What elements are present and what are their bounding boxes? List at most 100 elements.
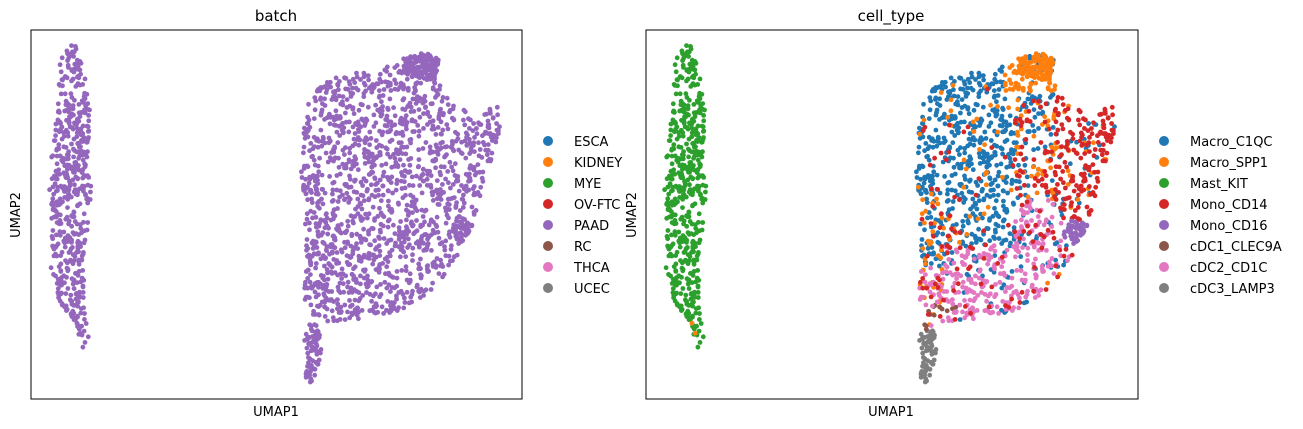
legend-label: UCEC	[574, 282, 610, 297]
scatter-point	[79, 323, 84, 329]
scatter-point	[676, 273, 682, 279]
scatter-point	[306, 180, 312, 186]
scatter-point	[691, 155, 696, 161]
scatter-point	[317, 155, 322, 161]
scatter-point	[61, 133, 67, 139]
scatter-point	[363, 88, 368, 94]
scatter-point	[998, 145, 1004, 151]
scatter-point	[405, 85, 411, 91]
scatter-point	[60, 83, 65, 89]
scatter-point	[305, 134, 311, 140]
scatter-point	[49, 176, 55, 182]
scatter-point	[346, 79, 352, 84]
scatter-point	[429, 248, 434, 253]
scatter-point	[1025, 194, 1031, 200]
scatter-point	[929, 186, 934, 192]
scatter-point	[937, 225, 943, 231]
scatter-point	[672, 229, 678, 235]
scatter-point	[1045, 198, 1051, 203]
scatter-point	[417, 265, 422, 270]
scatter-point	[430, 198, 436, 203]
scatter-point	[421, 178, 427, 184]
legend-marker	[543, 262, 553, 272]
scatter-point	[681, 162, 687, 168]
scatter-point	[971, 107, 977, 113]
scatter-point	[383, 161, 389, 167]
scatter-point	[1092, 147, 1098, 152]
scatter-point	[1002, 72, 1008, 78]
scatter-point	[354, 312, 360, 318]
scatter-point	[361, 226, 366, 232]
scatter-point	[54, 188, 59, 194]
scatter-point	[71, 136, 77, 142]
scatter-point	[1039, 264, 1045, 269]
scatter-point	[1014, 186, 1020, 191]
scatter-point	[1029, 218, 1034, 223]
scatter-point	[698, 321, 704, 326]
scatter-point	[923, 188, 928, 194]
scatter-point	[976, 176, 982, 182]
scatter-point	[49, 201, 54, 207]
scatter-point	[480, 169, 486, 175]
scatter-point	[1097, 112, 1103, 117]
scatter-point	[918, 331, 924, 337]
scatter-point	[452, 173, 458, 178]
scatter-point	[672, 110, 677, 115]
scatter-point	[1045, 62, 1050, 67]
scatter-point	[303, 331, 309, 337]
scatter-point	[1086, 121, 1091, 126]
scatter-point	[1001, 271, 1007, 277]
scatter-point	[951, 93, 957, 99]
scatter-point	[1054, 98, 1060, 104]
scatter-point	[426, 57, 432, 63]
scatter-point	[1057, 247, 1063, 253]
scatter-point	[67, 297, 73, 303]
scatter-point	[416, 54, 422, 60]
scatter-point	[303, 221, 308, 227]
scatter-point	[675, 77, 680, 83]
scatter-point	[927, 289, 933, 295]
scatter-point	[324, 211, 329, 217]
scatter-point	[460, 205, 466, 210]
scatter-point	[406, 211, 411, 217]
scatter-point	[995, 183, 1001, 189]
scatter-point	[682, 180, 688, 186]
scatter-point	[377, 294, 382, 300]
scatter-point	[1064, 164, 1069, 170]
scatter-point	[1042, 119, 1048, 125]
scatter-point	[54, 153, 60, 159]
scatter-point	[403, 151, 409, 157]
scatter-point	[75, 74, 80, 80]
scatter-point	[1101, 122, 1107, 128]
scatter-point	[445, 169, 451, 174]
scatter-point	[695, 251, 701, 257]
scatter-point	[952, 79, 957, 84]
scatter-point	[1027, 55, 1032, 61]
scatter-point	[1002, 96, 1008, 102]
panel-batch: batch UMAP1 UMAP2 ESCAKIDNEYMYEOV-FTCPAA…	[9, 7, 622, 420]
scatter-point	[352, 264, 358, 270]
scatter-point	[983, 182, 989, 188]
scatter-point	[1039, 176, 1045, 182]
scatter-point	[392, 285, 397, 291]
scatter-point	[377, 205, 382, 211]
scatter-point	[976, 275, 982, 281]
scatter-point	[918, 279, 923, 285]
scatter-point	[423, 105, 428, 110]
scatter-point	[366, 155, 372, 161]
scatter-point	[1016, 86, 1021, 92]
scatter-point	[961, 195, 967, 200]
scatter-point	[342, 197, 347, 203]
scatter-point	[931, 312, 937, 318]
scatter-point	[366, 77, 371, 83]
scatter-point	[922, 279, 928, 285]
scatter-point	[977, 138, 982, 143]
scatter-point	[937, 314, 943, 319]
scatter-point	[930, 173, 935, 179]
scatter-point	[683, 292, 689, 298]
scatter-point	[54, 220, 60, 226]
scatter-point	[1021, 157, 1026, 162]
scatter-point	[980, 104, 986, 110]
scatter-point	[1036, 293, 1041, 298]
scatter-point	[1052, 87, 1057, 92]
